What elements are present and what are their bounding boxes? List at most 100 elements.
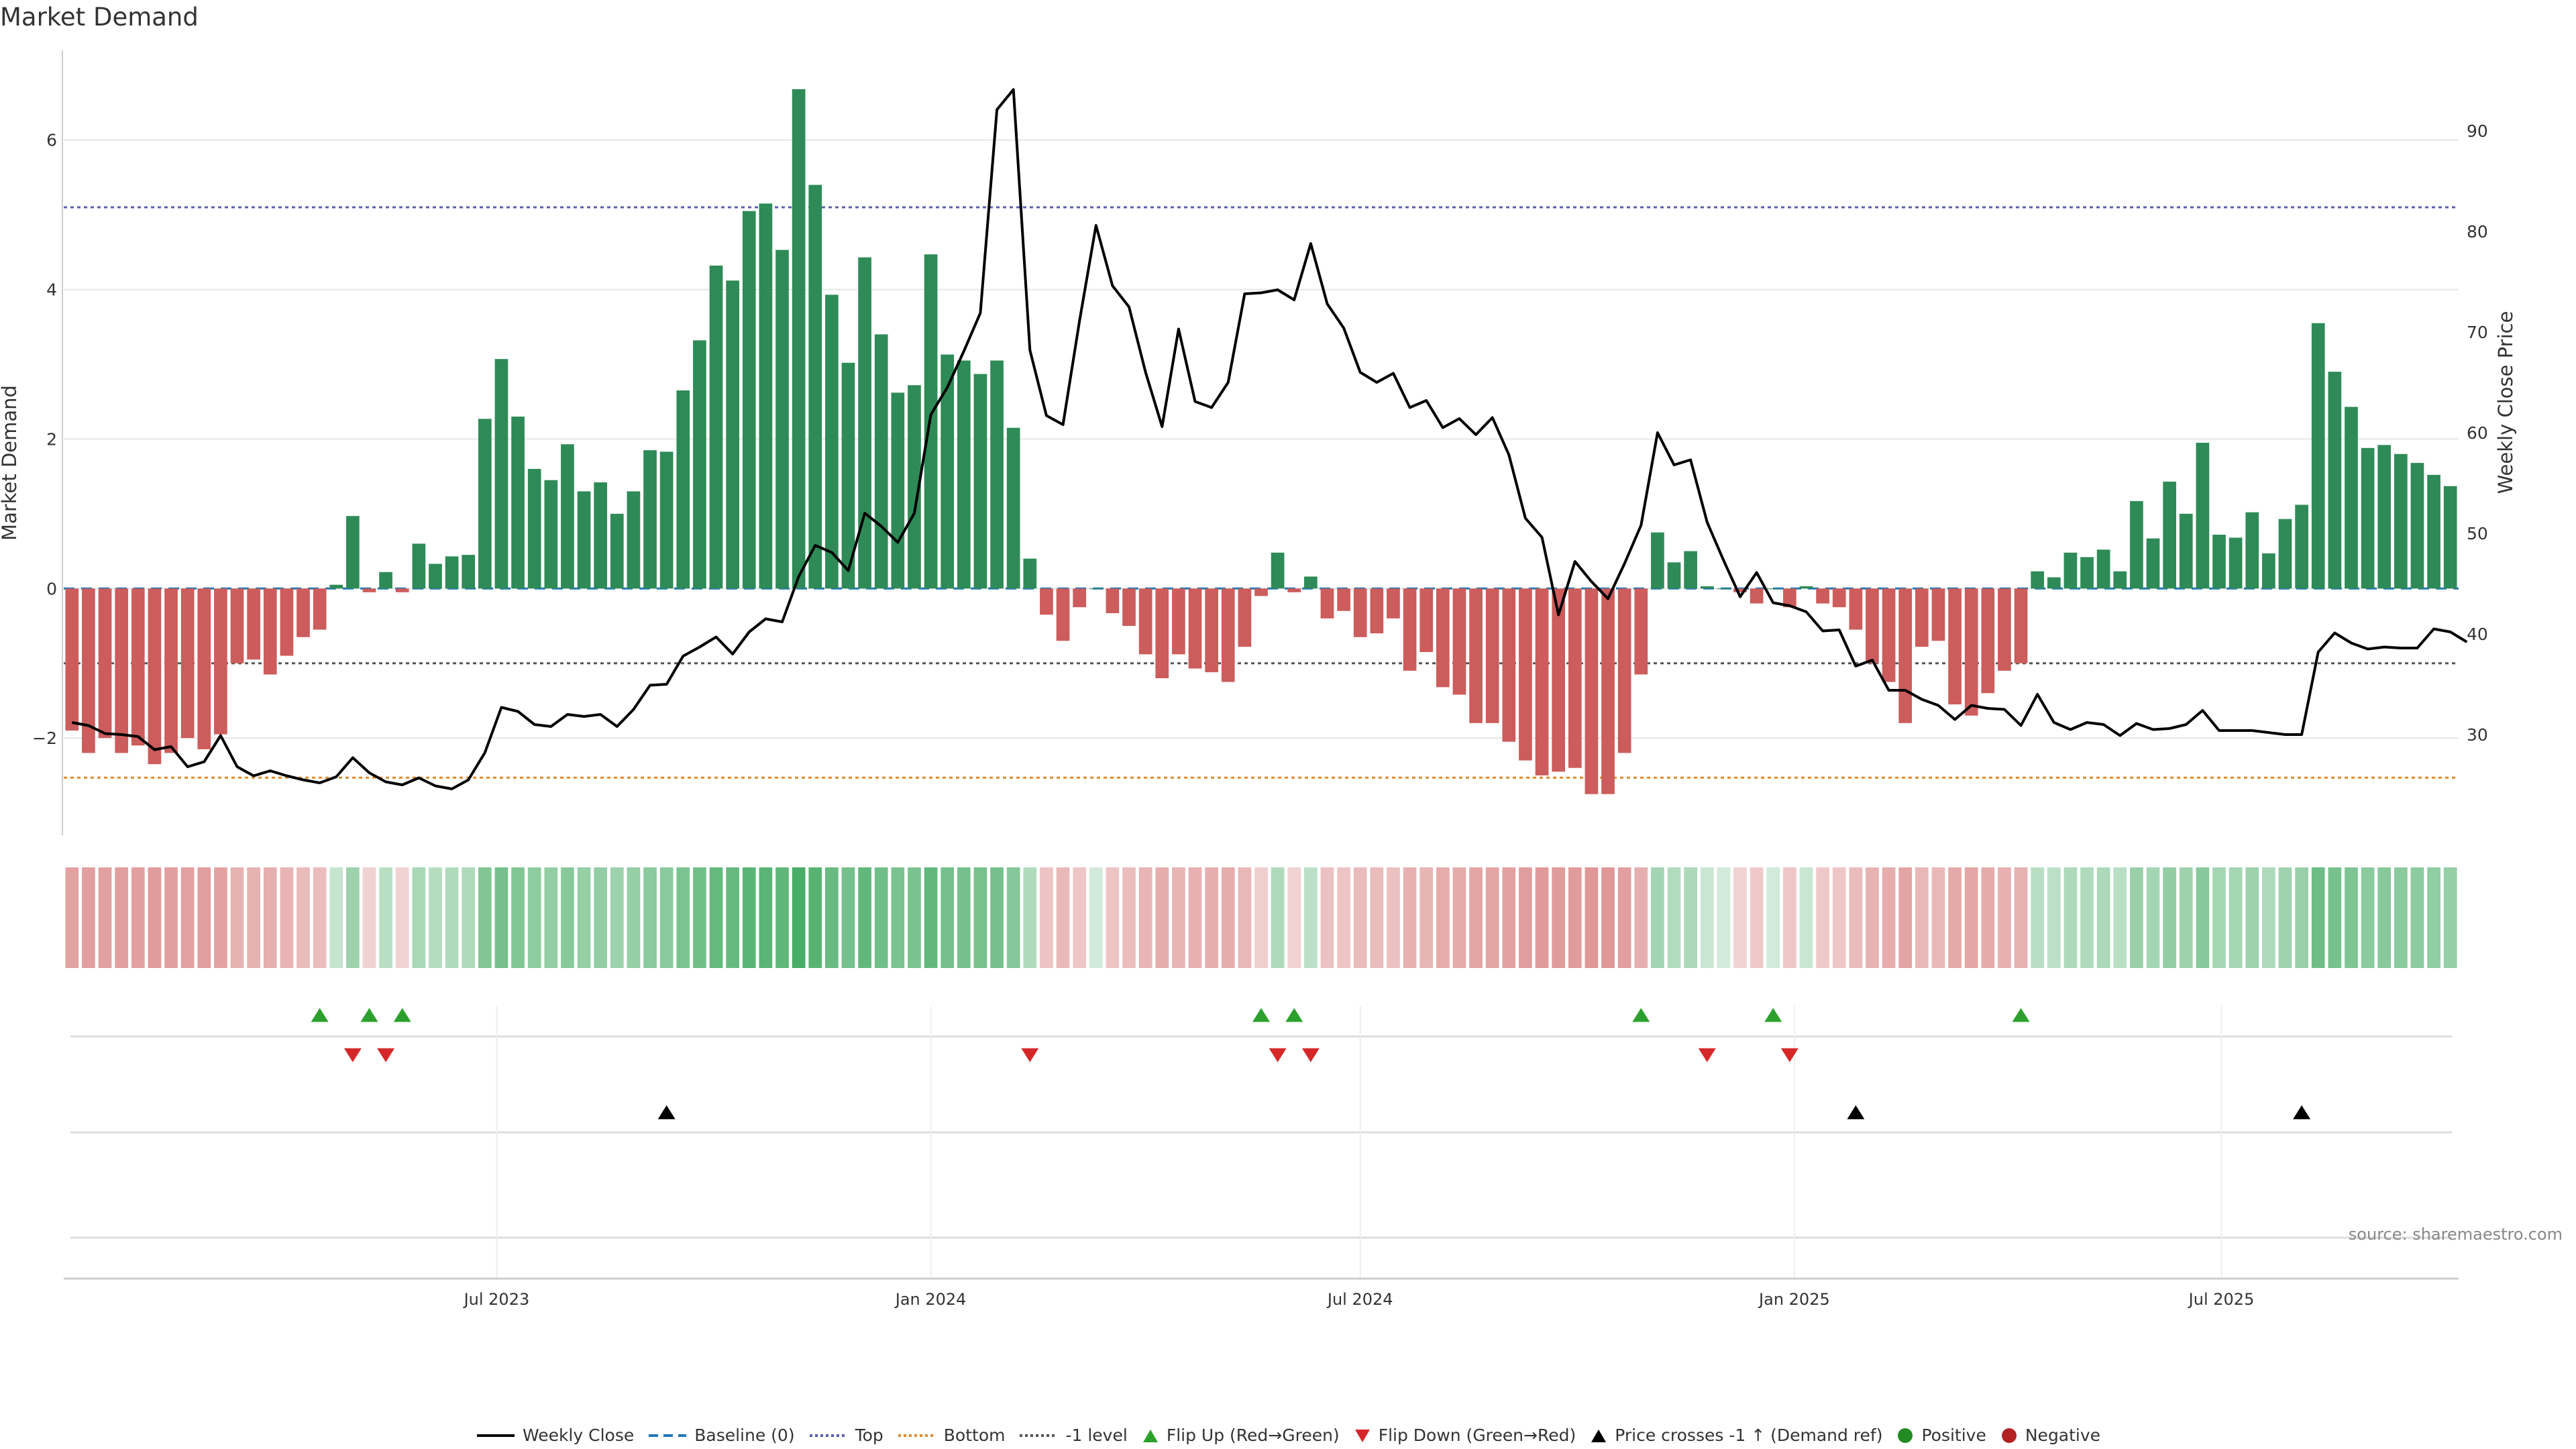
x-tick-label: Jan 2025: [1758, 1290, 1830, 1309]
heat-cell-positive: [527, 867, 541, 968]
demand-bar-negative: [131, 588, 145, 746]
heat-cell-positive: [610, 867, 624, 968]
flip-down-marker: [1780, 1048, 1799, 1063]
heat-cell-negative: [1337, 867, 1350, 968]
heat-cell-negative: [230, 867, 244, 968]
heat-cell-positive: [858, 867, 871, 968]
flip-down-marker: [1269, 1048, 1287, 1063]
demand-bar-negative: [1106, 588, 1120, 614]
demand-bar-positive: [1006, 427, 1020, 589]
demand-bar-positive: [2063, 552, 2078, 589]
y-tick-label: 4: [46, 280, 57, 300]
heat-cell-positive: [1651, 867, 1664, 968]
demand-bar-positive: [792, 89, 806, 589]
heat-cell-negative: [1535, 867, 1549, 968]
legend-label: -1 level: [1065, 1426, 1128, 1445]
demand-bar-positive: [1023, 558, 1037, 589]
demand-bar-positive: [2394, 453, 2408, 589]
heat-cell-negative: [247, 867, 260, 968]
circle-icon: [1898, 1428, 1913, 1443]
flip-up-marker: [1764, 1008, 1782, 1022]
heat-cell-negative: [1056, 867, 1070, 968]
heat-cell-positive: [1271, 867, 1285, 968]
demand-bar-negative: [1931, 588, 1945, 641]
heat-cell-negative: [1601, 867, 1615, 968]
demand-bar-negative: [1287, 588, 1301, 592]
heat-cell-positive: [2410, 867, 2424, 968]
demand-bar-negative: [247, 588, 260, 660]
demand-bar-negative: [1634, 588, 1648, 675]
heat-cell-negative: [82, 867, 95, 968]
demand-bar-negative: [115, 588, 129, 753]
demand-bar-negative: [1502, 588, 1516, 742]
heat-cell-negative: [1981, 867, 1995, 968]
demand-bar-positive: [990, 360, 1004, 589]
heat-cell-positive: [429, 867, 442, 968]
demand-bar-negative: [1552, 588, 1566, 772]
x-tick-label: Jul 2024: [1326, 1290, 1393, 1309]
heat-cell-positive: [2245, 867, 2259, 968]
heat-cell-positive: [2229, 867, 2243, 968]
heat-cell-negative: [131, 867, 145, 968]
demand-bar-negative: [395, 588, 409, 592]
heat-cell-positive: [2031, 867, 2045, 968]
heat-cell-positive: [2427, 867, 2440, 968]
demand-bar-negative: [2014, 588, 2028, 663]
heat-cell-negative: [1073, 867, 1087, 968]
heat-cell-positive: [891, 867, 905, 968]
heatmap-strip: [65, 867, 2457, 968]
heat-cell-positive: [775, 867, 789, 968]
flip-down-marker: [1021, 1048, 1039, 1063]
heat-cell-negative: [115, 867, 129, 968]
demand-bar-negative: [1138, 588, 1152, 655]
demand-bar-negative: [197, 588, 211, 749]
legend-label: Weekly Close: [522, 1426, 635, 1445]
demand-bar-positive: [908, 385, 921, 589]
demand-bar-negative: [1205, 588, 1218, 673]
demand-bar-negative: [1915, 588, 1929, 647]
demand-bar-negative: [1419, 588, 1434, 652]
demand-bar-positive: [2427, 474, 2440, 589]
heat-cell-positive: [941, 867, 955, 968]
heat-cell-negative: [1188, 867, 1202, 968]
source-credit: source: sharemaestro.com: [2348, 1225, 2563, 1244]
y2-tick-label: 70: [2467, 323, 2488, 342]
demand-bar-positive: [874, 334, 888, 589]
demand-bar-positive: [429, 564, 442, 589]
demand-bar-positive: [693, 340, 706, 589]
demand-bar-negative: [1436, 588, 1450, 688]
demand-bar-positive: [511, 417, 525, 589]
heat-cell-negative: [1998, 867, 2011, 968]
demand-bar-negative: [1221, 588, 1235, 682]
price-line-layer: [71, 88, 2468, 790]
flip-down-marker: [343, 1048, 362, 1063]
flip-up-marker: [2012, 1008, 2030, 1022]
heat-cell-positive: [924, 867, 938, 968]
flip-up-marker: [311, 1008, 329, 1022]
demand-bar-negative: [1733, 588, 1747, 592]
demand-bar-positive: [1700, 586, 1714, 589]
heat-cell-negative: [1387, 867, 1400, 968]
legend-item: Negative: [2000, 1426, 2100, 1445]
demand-bar-negative: [362, 588, 376, 592]
heat-cell-negative: [1254, 867, 1268, 968]
legend-item: Baseline (0): [647, 1426, 795, 1445]
heat-cell-positive: [445, 867, 459, 968]
dotted-line-icon: [898, 1434, 936, 1437]
demand-bar-positive: [2179, 513, 2193, 589]
demand-bar-positive: [643, 450, 657, 589]
heat-cell-positive: [2130, 867, 2143, 968]
heat-cell-positive: [808, 867, 822, 968]
heat-cell-negative: [1155, 867, 1169, 968]
demand-bar-positive: [561, 444, 574, 589]
heat-cell-positive: [412, 867, 426, 968]
heat-cell-positive: [759, 867, 773, 968]
heat-cell-negative: [1452, 867, 1466, 968]
demand-bar-negative: [1998, 588, 2011, 671]
heat-cell-positive: [1700, 867, 1714, 968]
dotted-line-icon: [1020, 1434, 1058, 1437]
heat-cell-positive: [2262, 867, 2275, 968]
heat-cell-positive: [379, 867, 392, 968]
